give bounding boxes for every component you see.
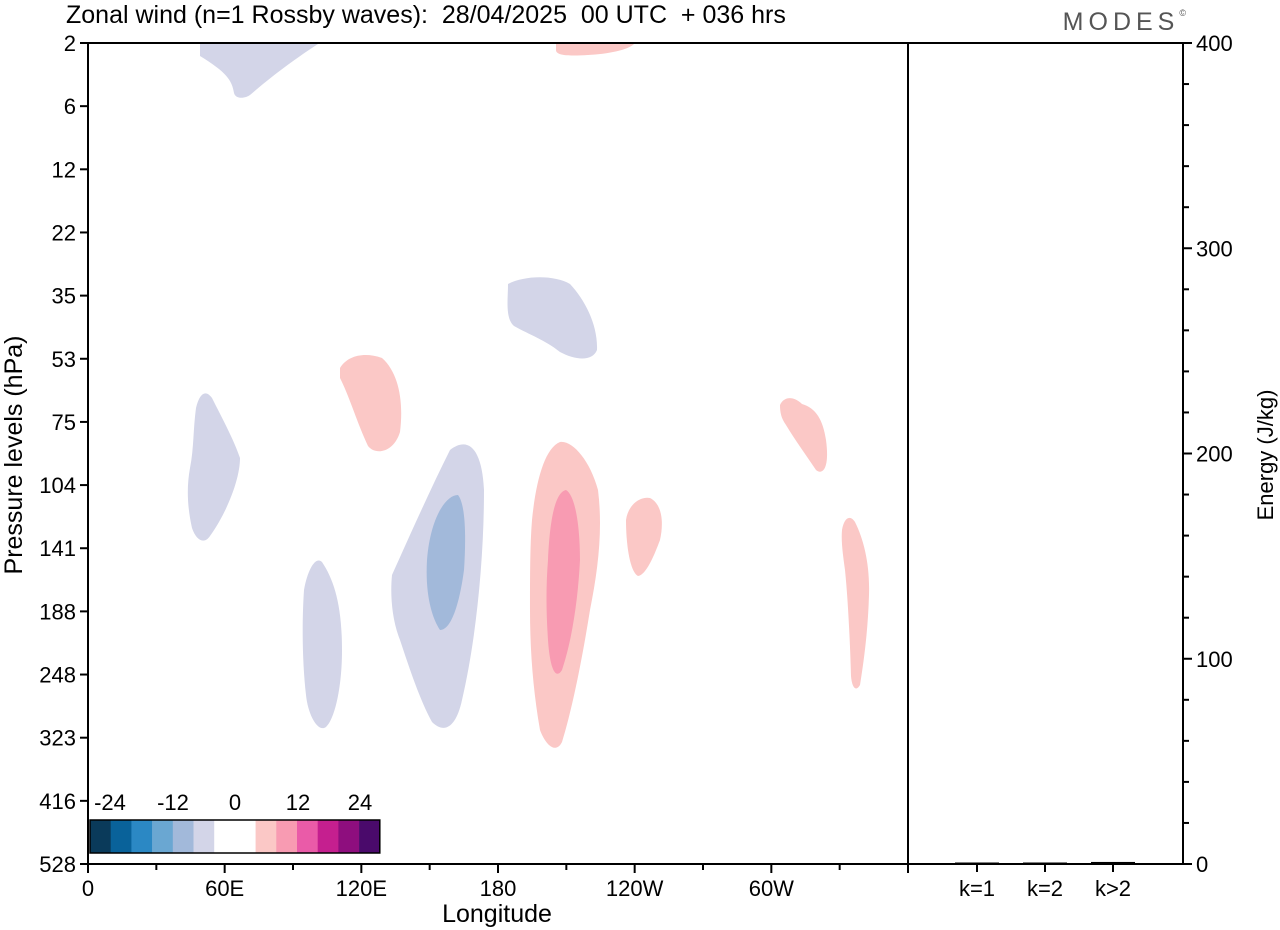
energy-panel [908,42,1192,872]
y-tick-label: 53 [52,347,76,372]
energy-tick-label: 100 [1196,647,1233,672]
y-tick-label: 6 [64,94,76,119]
contour-4 [302,560,342,729]
contour-13 [841,517,870,689]
colorbar-swatch [338,820,360,853]
colorbar-swatch [255,820,277,853]
colorbar-swatch [297,820,318,853]
y-tick-label: 12 [52,157,76,182]
x-tick-label: 120W [606,876,664,901]
y-tick-label: 248 [39,663,76,688]
contour-11 [626,497,662,576]
colorbar-label: -12 [157,790,189,815]
colorbar-label: 12 [286,790,310,815]
contour-8 [340,355,402,452]
y-tick-label: 104 [39,473,76,498]
axes-layer [80,42,909,873]
y-tick-label: 141 [39,536,76,561]
x-tick-label: 120E [336,876,387,901]
colorbar-swatch [359,820,381,853]
energy-bar [1091,861,1135,864]
y-tick-label: 75 [52,410,76,435]
energy-bar [1023,862,1067,864]
contour-6 [426,495,466,630]
energy-axis-label: Energy (J/kg) [1253,390,1278,521]
x-tick-label: 180 [480,876,517,901]
colorbar-swatch [193,820,215,853]
contour-2 [507,277,598,359]
x-tick-label: 0 [82,876,94,901]
y-tick-label: 35 [52,284,76,309]
y-tick-label: 416 [39,789,76,814]
contour-7 [556,44,634,56]
y-tick-label: 22 [52,220,76,245]
colorbar-label: 24 [348,790,372,815]
x-tick-label: 60W [749,876,794,901]
colorbar-frame [89,819,381,854]
colorbar-swatch [90,820,111,853]
x-tick-label: 60E [205,876,244,901]
colorbar-swatch [276,820,298,853]
colorbar [89,819,381,854]
contour-10 [546,490,580,674]
y-tick-label: 188 [39,599,76,624]
contour-1 [200,44,318,98]
y-tick-label: 2 [64,31,76,56]
colorbar-swatch [317,820,339,853]
colorbar-swatch [131,820,153,853]
y-axis-label: Pressure levels (hPa) [0,336,28,575]
colorbar-swatch [110,820,132,853]
y-tick-label: 528 [39,852,76,877]
contour-3 [187,393,240,541]
brand-logo: MODES© [1062,8,1186,36]
energy-category-label: k>2 [1095,876,1131,901]
x-axis-label: Longitude [442,900,552,928]
energy-category-label: k=2 [1027,876,1063,901]
energy-category-label: k=1 [959,876,995,901]
y-tick-label: 323 [39,726,76,751]
energy-tick-label: 300 [1196,236,1233,261]
colorbar-label: -24 [94,790,126,815]
chart-title: Zonal wind (n=1 Rossby waves): 28/04/202… [66,1,786,29]
energy-tick-label: 0 [1196,852,1208,877]
colorbar-swatch [172,820,194,853]
contour-12 [780,398,828,472]
colorbar-swatch [152,820,174,853]
colorbar-swatch [234,820,256,853]
energy-bar [955,862,999,864]
colorbar-swatch [214,820,236,853]
energy-tick-label: 200 [1196,442,1233,467]
energy-tick-label: 400 [1196,31,1233,56]
contour-layer [187,44,870,748]
colorbar-label: 0 [229,790,241,815]
